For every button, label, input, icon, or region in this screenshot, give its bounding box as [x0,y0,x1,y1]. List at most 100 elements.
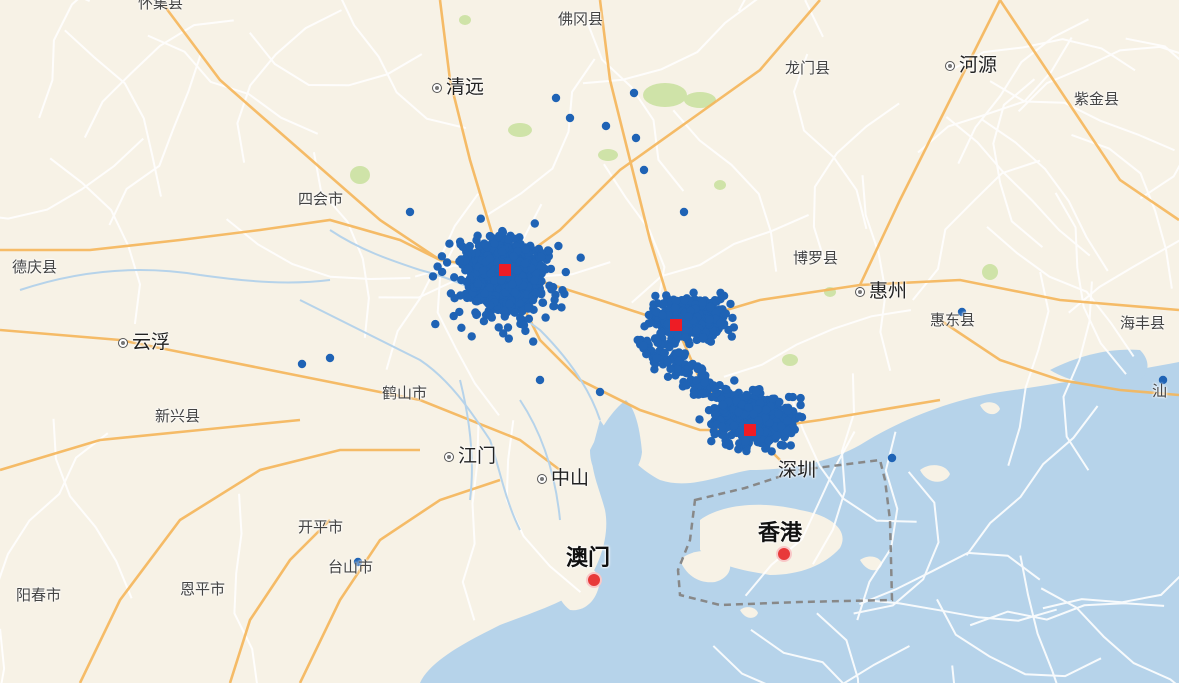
scatter-point [784,392,794,402]
road [0,432,109,580]
scatter-point [707,437,716,446]
scatter-point [671,296,681,306]
road [436,236,500,416]
road [461,424,480,621]
road [631,213,809,304]
city-dot-icon [537,473,547,484]
road [945,116,1091,257]
scatter-point [783,406,793,415]
road [750,628,845,683]
scatter-point [673,332,683,341]
hk-island [700,504,843,575]
road [78,448,420,683]
road [1042,575,1179,610]
scatter-point [786,441,795,450]
road [504,268,1179,327]
road [1125,37,1179,61]
scatter-point [510,308,519,317]
scatter-point [531,269,541,278]
scatter-point [730,376,739,385]
label-huizhou: 惠州 [855,276,907,303]
scatter-point [680,295,689,305]
scatter-point [709,426,718,436]
scatter-point [472,297,482,306]
city-dot-icon [118,337,128,348]
scatter-point [660,348,669,357]
road [986,226,1135,357]
scatter-point [455,307,464,317]
scatter-point [524,314,534,323]
scatter-point [682,381,691,390]
road [672,109,778,272]
scatter-point [576,253,585,262]
scatter-point [536,261,546,270]
road [812,102,900,266]
islet2 [920,465,950,482]
east-bay [1050,349,1148,384]
road [312,151,370,339]
capital-marker-icon [776,546,792,562]
scatter-point [516,313,525,323]
label-yunfu-text: 云浮 [132,331,171,353]
scatter-point [644,310,654,320]
road [236,9,342,163]
road [712,645,767,683]
scatter-point [775,397,784,407]
scatter-point [509,252,518,261]
scatter-point [494,323,503,332]
scatter-point [887,453,897,463]
scatter-point [490,276,499,285]
label-fogang: 佛冈县 [558,10,604,28]
scatter-point [504,257,513,266]
macau-marker [586,572,602,592]
scatter-point [666,364,675,374]
scatter-point [528,295,538,305]
scatter-point [674,356,683,366]
scatter-point [639,341,648,350]
label-kaiping: 开平市 [298,518,344,536]
scatter-point [446,289,456,298]
islet1 [860,556,882,571]
road [998,0,1179,222]
scatter-point [529,337,538,346]
scatter-point [524,303,533,312]
label-heyuan: 河源 [945,50,997,77]
scatter-point [497,276,506,285]
road [1071,133,1173,289]
scatter-point [550,295,559,304]
scatter-point [353,557,363,567]
road [1007,271,1050,466]
scatter-point [457,323,466,332]
scatter-point [472,310,482,319]
scatter-point [467,332,476,341]
scatter-point [737,400,747,409]
scatter-point [697,371,706,380]
label-huaiji: 怀集县 [138,0,184,12]
city-dot-icon [855,286,865,297]
road [957,18,1089,164]
scatter-point [499,329,508,338]
scatter-point [698,389,708,399]
scatter-point [437,252,447,261]
road [38,0,79,119]
scatter-point [717,422,727,431]
scatter-point [538,298,547,307]
scatter-point [631,133,641,143]
scatter-point [722,385,731,394]
road [948,38,1136,73]
scatter-point [541,313,550,322]
scatter-point [796,400,805,410]
road [861,175,892,372]
macau-peninsula [555,558,600,611]
road [0,218,441,262]
scatter-point [727,332,736,341]
label-xianggang: 香港 [758,521,803,546]
scatter-point [1158,375,1168,385]
road [504,0,821,272]
label-huidong: 惠东县 [930,311,976,329]
scatter-point [705,302,715,312]
scatter-point [462,277,471,287]
scatter-point [485,283,495,292]
scatter-point [680,333,690,342]
